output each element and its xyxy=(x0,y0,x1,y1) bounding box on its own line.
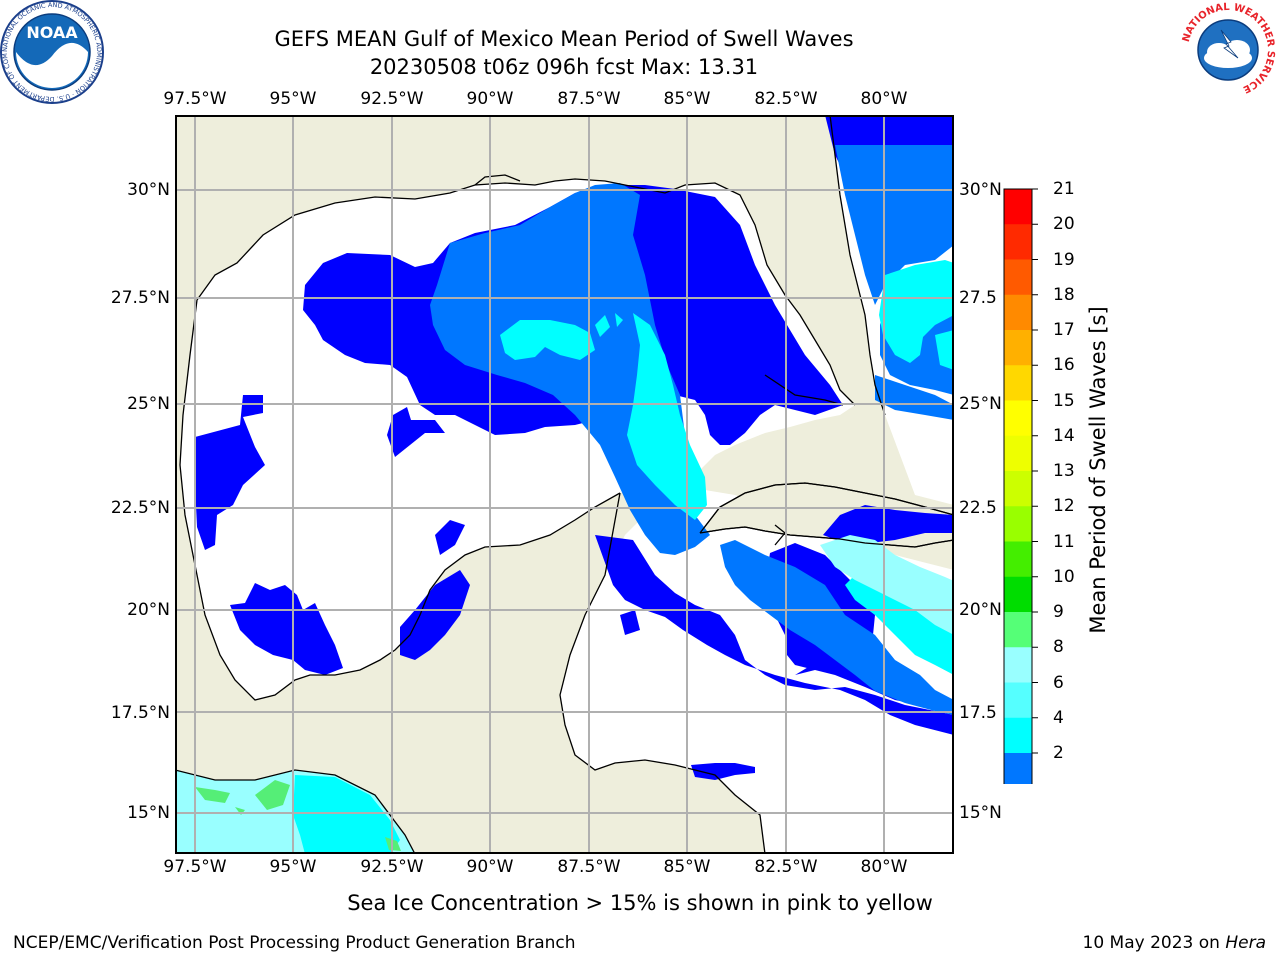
nws-logo: NATIONAL WEATHER SERVICE xyxy=(1179,1,1277,99)
colorbar-segment xyxy=(1004,365,1032,401)
lat-label-right: 15°N xyxy=(959,803,1002,823)
lat-label-right: 20°N xyxy=(959,600,1002,620)
colorbar-segment xyxy=(1004,294,1032,331)
colorbar-label: 17 xyxy=(1053,320,1075,340)
colorbar-segment xyxy=(1004,435,1032,472)
lat-label-left: 20°N xyxy=(127,600,170,620)
lon-label-bottom: 95°W xyxy=(269,857,317,877)
noaa-logo-text: NOAA xyxy=(26,23,78,42)
coastlines xyxy=(175,115,954,854)
colorbar xyxy=(1003,188,1038,784)
colorbar-frame xyxy=(1003,188,1033,784)
colorbar-segment xyxy=(1004,400,1032,437)
colorbar-segment xyxy=(1004,717,1032,754)
noaa-logo: NATIONAL OCEANIC AND ATMOSPHERIC ADMINIS… xyxy=(0,0,104,104)
colorbar-label: 4 xyxy=(1053,707,1064,728)
colorbar-label: 10 xyxy=(1053,566,1075,587)
colorbar-segment xyxy=(1004,224,1032,260)
map-title: GEFS MEAN Gulf of Mexico Mean Period of … xyxy=(274,27,854,51)
colorbar-label: 13 xyxy=(1053,461,1075,481)
colorbar-segment xyxy=(1004,189,1032,225)
colorbar-segment xyxy=(1004,576,1032,613)
colorbar-label: 11 xyxy=(1053,531,1075,552)
graticule xyxy=(175,115,954,854)
lon-label-top: 85°W xyxy=(663,89,711,109)
lon-label-bottom: 87.5°W xyxy=(557,857,621,877)
map-subtitle: 20230508 t06z 096h fcst Max: 13.31 xyxy=(369,55,759,79)
colorbar-segment xyxy=(1004,682,1032,719)
gulf-of-mexico-map xyxy=(175,115,954,854)
colorbar-segment xyxy=(1004,471,1032,507)
lat-label-right: 30°N xyxy=(959,180,1002,200)
colorbar-label: 8 xyxy=(1053,637,1064,658)
footer-date-text: 10 May 2023 on xyxy=(1082,933,1226,953)
colorbar-title: Mean Period of Swell Waves [s] xyxy=(1086,306,1110,634)
lon-label-top: 82.5°W xyxy=(754,89,818,109)
colorbar-label: 6 xyxy=(1053,672,1064,693)
lat-label-right: 25°N xyxy=(959,394,1002,414)
footer-date: 10 May 2023 on Hera xyxy=(1083,933,1267,953)
lon-label-top: 92.5°W xyxy=(360,89,424,109)
lon-label-top: 90°W xyxy=(466,89,514,109)
lat-label-left: 25°N xyxy=(127,394,170,414)
lon-label-bottom: 85°W xyxy=(663,857,711,877)
colorbar-label: 16 xyxy=(1053,355,1075,376)
colorbar-label: 18 xyxy=(1053,284,1075,305)
swell-pacific-6-8 xyxy=(293,775,400,854)
map-frame xyxy=(175,115,954,854)
lat-label-right: 27.5 xyxy=(959,288,997,308)
lon-label-top: 87.5°W xyxy=(557,89,621,109)
lat-label-left: 15°N xyxy=(127,803,170,823)
colorbar-label: 9 xyxy=(1053,602,1064,622)
lat-label-left: 22.5°N xyxy=(110,498,170,518)
colorbar-label: 2 xyxy=(1053,743,1064,763)
footer-credit: NCEP/EMC/Verification Post Processing Pr… xyxy=(13,933,576,953)
footer-host: Hera xyxy=(1225,933,1266,953)
lat-label-right: 22.5 xyxy=(959,498,997,518)
colorbar-segment xyxy=(1004,647,1032,683)
lon-label-bottom: 90°W xyxy=(466,857,514,877)
colorbar-segment xyxy=(1004,330,1032,366)
lon-label-top: 80°W xyxy=(860,89,908,109)
sea-ice-note: Sea Ice Concentration > 15% is shown in … xyxy=(347,891,933,915)
lat-label-left: 27.5°N xyxy=(110,288,170,308)
lon-label-top: 95°W xyxy=(269,89,317,109)
lon-label-bottom: 80°W xyxy=(860,857,908,877)
lat-label-left: 30°N xyxy=(127,180,170,200)
colorbar-label: 19 xyxy=(1053,249,1075,270)
colorbar-label: 14 xyxy=(1053,425,1075,446)
colorbar-segment xyxy=(1004,506,1032,542)
colorbar-segment xyxy=(1004,259,1032,296)
lat-label-left: 17.5°N xyxy=(110,703,170,723)
colorbar-label: 21 xyxy=(1053,179,1075,199)
colorbar-label: 12 xyxy=(1053,496,1075,517)
lon-label-bottom: 82.5°W xyxy=(754,857,818,877)
lat-label-right: 17.5 xyxy=(959,703,997,723)
colorbar-label: 20 xyxy=(1053,214,1075,235)
colorbar-segment xyxy=(1004,753,1032,784)
lon-label-bottom: 97.5°W xyxy=(163,857,227,877)
lon-label-bottom: 92.5°W xyxy=(360,857,424,877)
colorbar-label: 15 xyxy=(1053,390,1075,411)
lon-label-top: 97.5°W xyxy=(163,89,227,109)
colorbar-segment xyxy=(1004,612,1032,648)
colorbar-segment xyxy=(1004,541,1032,578)
